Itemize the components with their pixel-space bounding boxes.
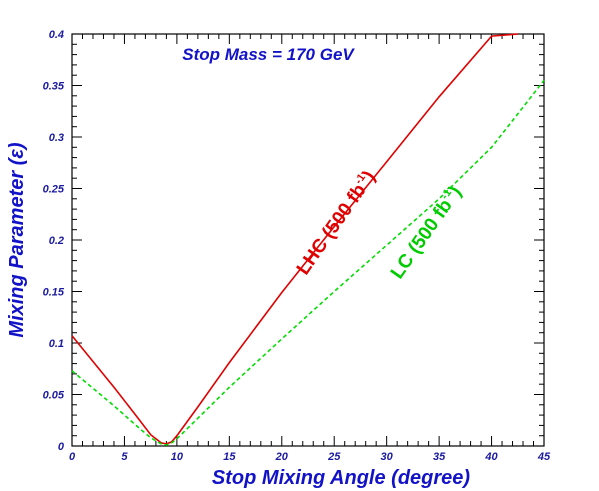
y-tick-label: 0.2 [49,235,64,247]
x-tick-label: 45 [537,451,551,463]
y-tick-label: 0 [58,441,65,453]
ticks [71,33,545,447]
x-tick-label: 40 [484,451,498,463]
series-group [71,33,545,446]
x-tick-label: 35 [433,451,446,463]
x-tick-label: 25 [327,451,341,463]
x-tick-label: 0 [69,451,76,463]
y-axis-title: Mixing Parameter (ε) [6,142,28,338]
y-tick-labels: 0 0.05 0.1 0.15 0.2 0.25 0.3 0.35 0.4 [43,29,65,453]
x-tick-label: 10 [171,451,184,463]
y-tick-label: 0.4 [49,29,64,41]
x-tick-label: 20 [275,451,289,463]
x-tick-label: 5 [121,451,128,463]
x-axis-title: Stop Mixing Angle (degree) [212,467,470,489]
chart-title: Stop Mass = 170 GeV [182,45,355,64]
lc-series-line [71,79,545,446]
y-tick-label: 0.3 [49,132,64,144]
x-tick-label: 30 [381,451,394,463]
x-tick-label: 15 [223,451,236,463]
y-tick-label: 0.25 [43,184,65,196]
y-tick-label: 0.35 [43,81,65,93]
lc-series-label: LC (500 fb-1) [386,182,466,283]
y-tick-label: 0.1 [49,338,64,350]
y-tick-label: 0.05 [43,390,65,402]
plot-frame [71,33,545,447]
y-tick-label: 0.15 [43,287,65,299]
x-tick-labels: 0 5 10 15 20 25 30 35 40 45 [69,451,551,463]
lhc-series-line [71,33,518,445]
